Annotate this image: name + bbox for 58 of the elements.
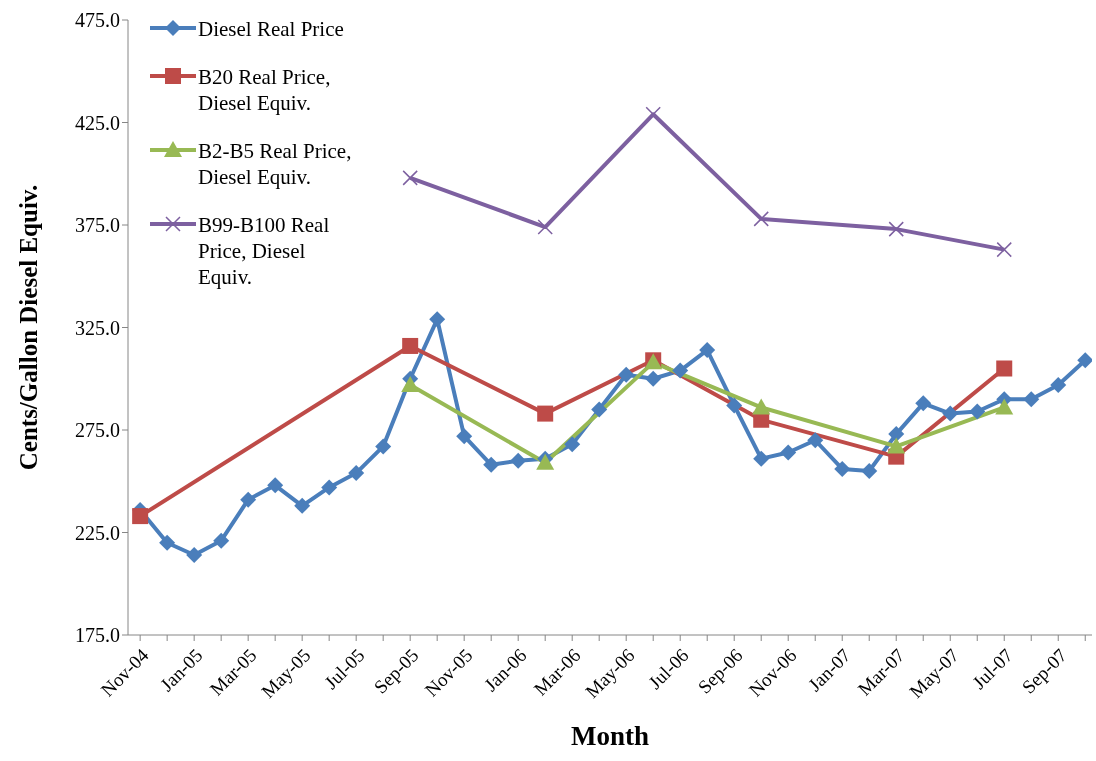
point <box>510 452 527 469</box>
point <box>861 463 878 479</box>
point <box>1077 352 1092 369</box>
point <box>1023 391 1040 408</box>
point <box>240 491 257 508</box>
point <box>132 508 149 525</box>
point <box>995 398 1014 415</box>
point <box>591 401 608 418</box>
y-axis-title: Cents/Gallon Diesel Equiv. <box>14 184 42 471</box>
point <box>887 437 906 454</box>
point <box>321 479 338 496</box>
y-tick-label: 275.0 <box>75 419 120 442</box>
point <box>807 432 824 449</box>
point <box>159 534 176 551</box>
x-axis-title: Month <box>570 721 650 751</box>
y-tick-label: 175.0 <box>75 624 120 647</box>
point <box>753 211 769 227</box>
point <box>645 370 662 387</box>
point <box>401 375 420 392</box>
point <box>537 219 553 235</box>
point <box>618 366 635 383</box>
point <box>699 342 716 359</box>
point <box>537 405 554 422</box>
point <box>213 532 230 549</box>
legend-label: B20 Real Price, Diesel Equiv. <box>198 64 332 116</box>
point <box>564 436 581 453</box>
point <box>752 398 771 415</box>
point <box>915 395 932 412</box>
point <box>888 221 904 237</box>
point <box>969 403 986 420</box>
point <box>888 426 905 443</box>
point <box>375 438 392 455</box>
legend-label: B99-B100 Real Price, Diesel Equiv. <box>198 212 331 290</box>
point <box>942 405 959 422</box>
point <box>996 360 1013 377</box>
point <box>753 450 770 467</box>
point <box>996 241 1012 258</box>
y-tick-label: 375.0 <box>75 214 120 237</box>
point <box>1050 376 1067 393</box>
point <box>780 444 797 461</box>
point <box>834 460 851 477</box>
legend-label: B2-B5 Real Price, Diesel Equiv. <box>198 138 353 190</box>
y-tick-label: 475.0 <box>75 9 120 32</box>
point <box>456 428 473 445</box>
point <box>429 311 446 328</box>
point <box>348 465 365 482</box>
y-tick-label: 225.0 <box>75 521 120 544</box>
point <box>483 456 500 473</box>
legend-label: Diesel Real Price <box>198 16 345 42</box>
y-tick-label: 325.0 <box>75 316 120 339</box>
point <box>267 477 284 494</box>
point <box>402 170 418 186</box>
point <box>294 497 311 514</box>
y-tick-label: 425.0 <box>75 111 120 134</box>
point <box>726 397 743 414</box>
point <box>186 547 203 564</box>
point <box>672 362 689 379</box>
point <box>402 337 419 354</box>
